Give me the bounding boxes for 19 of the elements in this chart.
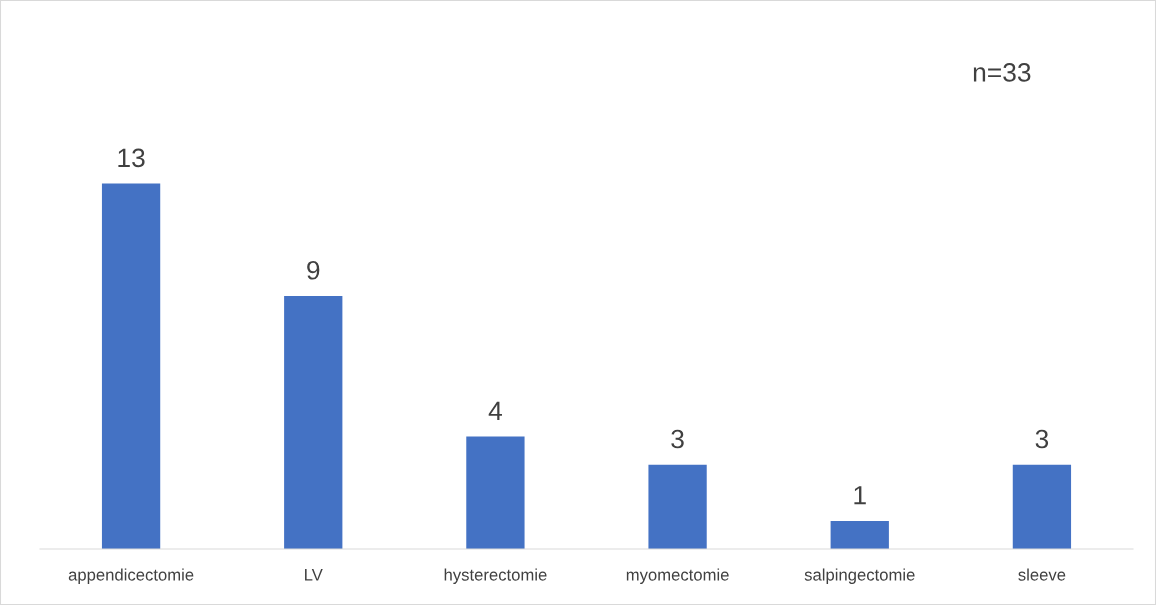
bar	[466, 436, 525, 549]
data-label: 1	[854, 486, 866, 505]
bar	[101, 183, 161, 549]
bar	[648, 464, 707, 549]
data-label: 3	[1035, 429, 1049, 449]
bar	[830, 520, 889, 549]
text: n=33	[973, 63, 1031, 82]
x-tick-label: hysterectomie	[444, 568, 547, 584]
data-label: 4	[488, 401, 502, 420]
bar	[284, 295, 343, 549]
x-tick-label: appendicectomie	[68, 568, 194, 584]
x-tick-label: myomectomie	[626, 568, 729, 584]
data-label: 13	[118, 148, 145, 168]
bar	[1012, 464, 1072, 549]
data-label: 9	[307, 260, 320, 280]
x-tick-label: sleeve	[1018, 568, 1066, 581]
x-tick-label: salpingectomie	[804, 568, 915, 584]
data-label: 3	[671, 429, 684, 449]
x-tick-label: LV	[305, 569, 323, 581]
